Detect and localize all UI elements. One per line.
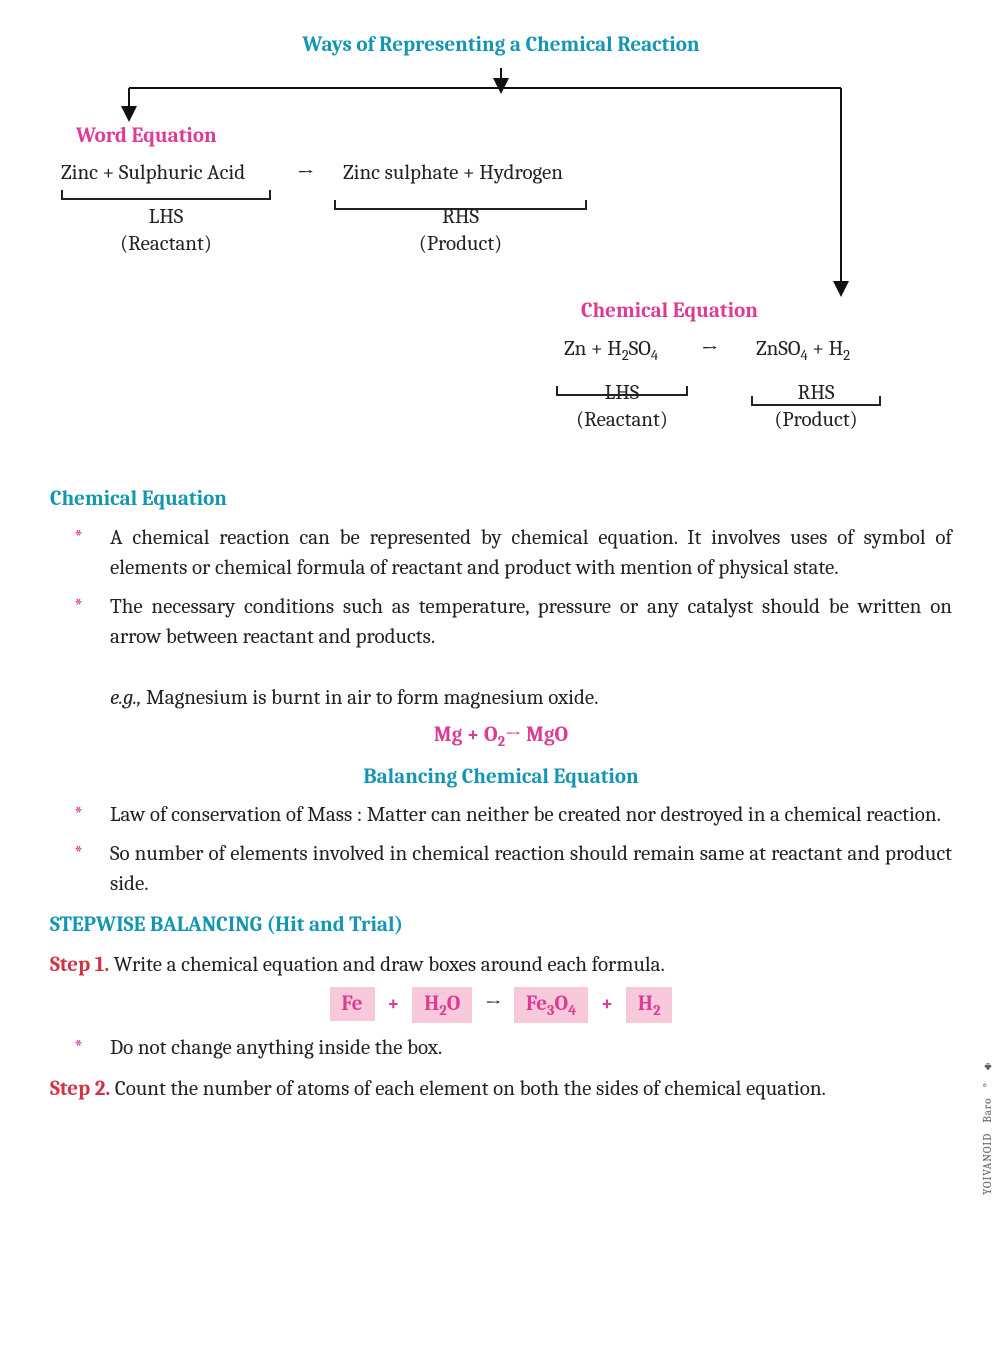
eg-prefix: e.g., [110, 686, 141, 710]
section-chemical-equation-heading: Chemical Equation [50, 484, 952, 514]
side-margin-text: YOIVANOID Baro ° ♣ [980, 1059, 996, 1195]
word-rhs-label1: RHS [442, 205, 479, 229]
chem-lhs-label: LHS (Reactant) [556, 380, 688, 433]
sec1-bullet-2-text: The necessary conditions such as tempera… [110, 592, 952, 714]
chem-lhs-label2: (Reactant) [576, 408, 668, 432]
sec1-bullet-2-body: The necessary conditions such as tempera… [110, 595, 952, 649]
chem-lhs-label1: LHS [605, 381, 640, 405]
representation-diagram: Word Equation Zinc + Sulphuric Acid → Zi… [61, 66, 941, 466]
word-lhs-label1: LHS [149, 205, 184, 229]
word-equation-heading: Word Equation [76, 121, 217, 151]
bullet-star: * [74, 523, 110, 584]
page-title: Ways of Representing a Chemical Reaction [50, 30, 952, 60]
step-2-text: Count the number of atoms of each elemen… [110, 1077, 826, 1101]
step-2-line: Step 2. Count the number of atoms of eac… [50, 1074, 952, 1104]
bullet-star: * [74, 1033, 110, 1063]
word-rhs-label: RHS (Product) [334, 204, 587, 257]
chem-rhs-label1: RHS [797, 381, 834, 405]
box-fe: Fe [330, 987, 375, 1021]
step-1-note-text: Do not change anything inside the box. [110, 1033, 952, 1063]
word-lhs-bracket [61, 190, 271, 200]
sec1-bullet-1-text: A chemical reaction can be represented b… [110, 523, 952, 584]
word-lhs-label2: (Reactant) [120, 232, 212, 256]
box-plus2: + [601, 992, 613, 1016]
box-fe3o4: Fe3O4 [514, 987, 588, 1024]
box-arrow: → [485, 992, 501, 1016]
step-2-label: Step 2. [50, 1077, 110, 1101]
bullet-star: * [74, 592, 110, 714]
word-lhs-label: LHS (Reactant) [61, 204, 271, 257]
word-eq-arrow: → [297, 158, 314, 190]
box-h2: H2 [626, 987, 673, 1024]
word-eq-left: Zinc + Sulphuric Acid [61, 158, 245, 188]
word-rhs-label2: (Product) [419, 232, 502, 256]
boxed-equation: Fe + H2O → Fe3O4 + H2 [50, 987, 952, 1024]
bullet-star: * [74, 800, 110, 830]
step-1-text: Write a chemical equation and draw boxes… [109, 953, 665, 977]
chemical-equation-heading: Chemical Equation [581, 296, 758, 326]
box-plus1: + [387, 992, 399, 1016]
sec2-bullet-1-text: Law of conservation of Mass : Matter can… [110, 800, 952, 830]
sec1-bullet-1: * A chemical reaction can be represented… [74, 523, 952, 584]
stepwise-heading: STEPWISE BALANCING (Hit and Trial) [50, 910, 952, 940]
sec2-bullet-2-text: So number of elements involved in chemic… [110, 839, 952, 900]
word-eq-right: Zinc sulphate + Hydrogen [343, 158, 563, 188]
chem-rhs-label2: (Product) [774, 408, 857, 432]
step-1-note: * Do not change anything inside the box. [74, 1033, 952, 1063]
section-balancing-heading: Balancing Chemical Equation [50, 762, 952, 792]
sec2-bullet-2: * So number of elements involved in chem… [74, 839, 952, 900]
step-1-label: Step 1. [50, 953, 109, 977]
mg-equation: Mg + O2→ MgO [50, 720, 952, 753]
chem-rhs-label: RHS (Product) [751, 380, 881, 433]
sec2-bullet-1: * Law of conservation of Mass : Matter c… [74, 800, 952, 830]
chem-eq-right: ZnSO4 + H2 [756, 334, 850, 367]
sec1-bullet-2: * The necessary conditions such as tempe… [74, 592, 952, 714]
bullet-star: * [74, 839, 110, 900]
step-1-line: Step 1. Write a chemical equation and dr… [50, 950, 952, 980]
box-h2o: H2O [412, 987, 472, 1024]
chem-eq-arrow: → [701, 334, 718, 366]
chem-eq-left: Zn + H2SO4 [564, 334, 658, 367]
eg-text: Magnesium is burnt in air to form magnes… [141, 686, 598, 710]
